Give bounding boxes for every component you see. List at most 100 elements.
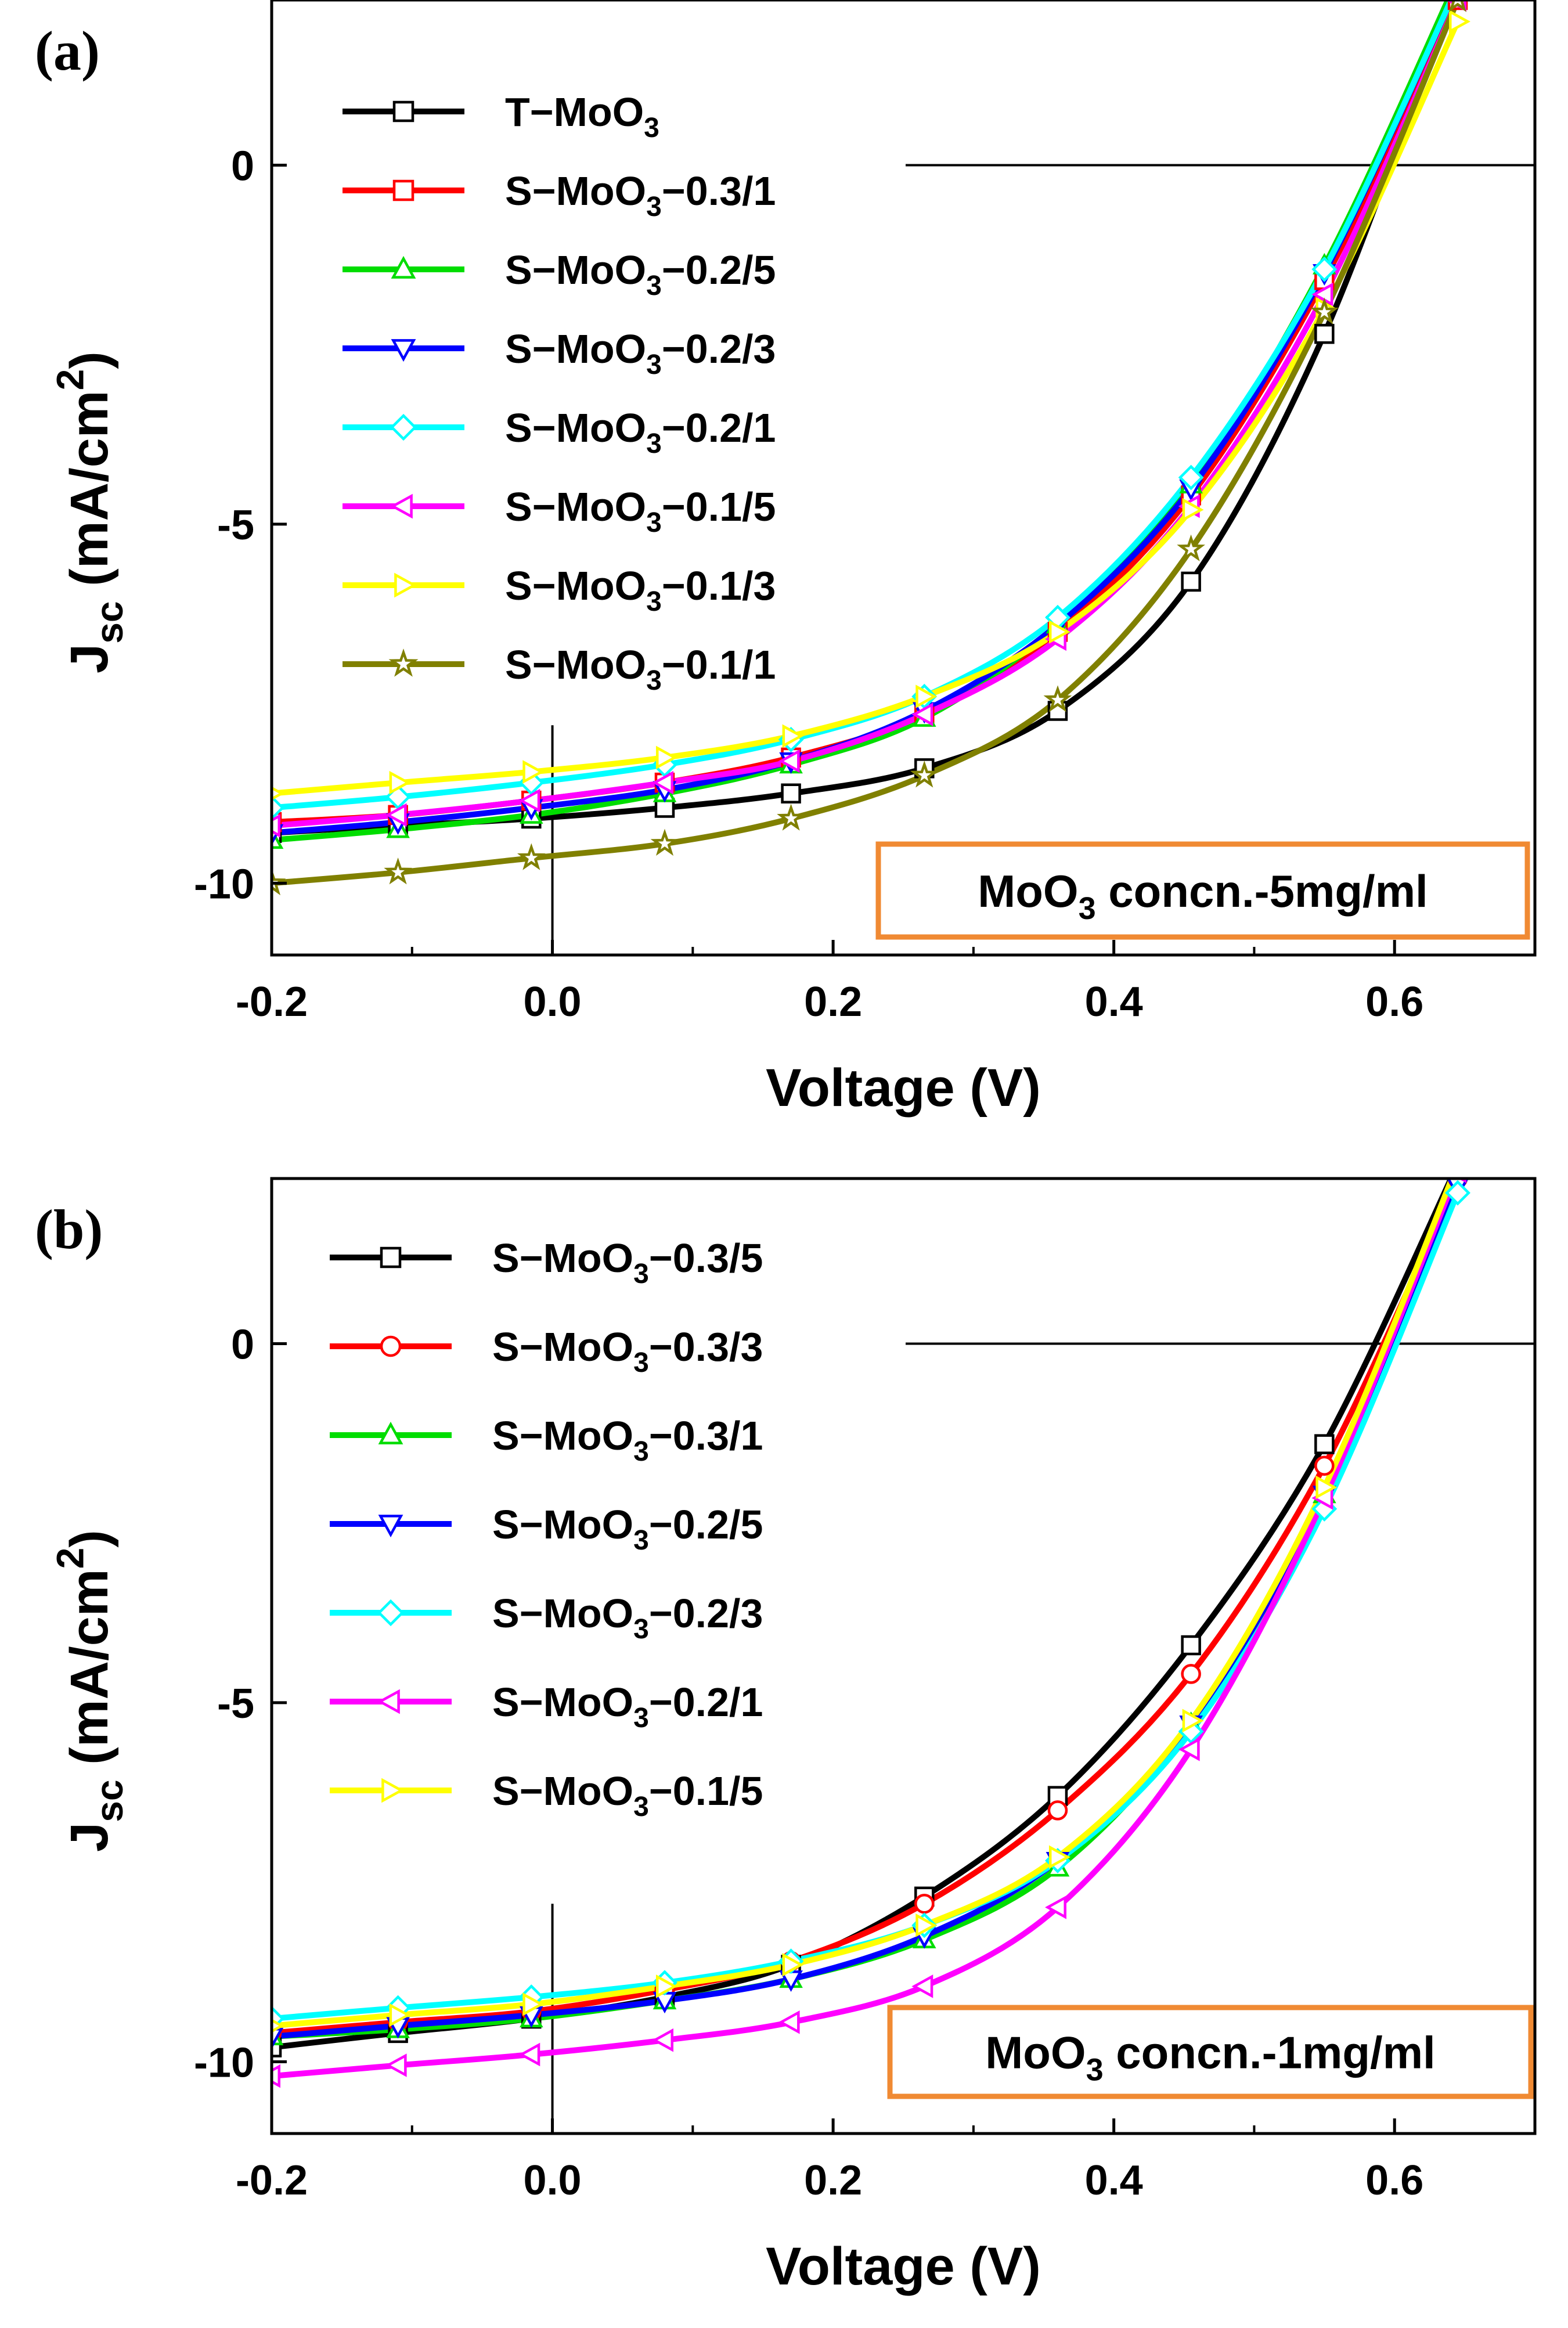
data-point <box>272 2064 280 2088</box>
data-point <box>1448 0 1466 12</box>
legend: S−MoO3​−0.3/5 S−MoO3​−0.3/3 S−MoO3​−0.3/1 S… <box>330 1235 763 1822</box>
series-line-s-moo3-0-3-5 <box>272 1179 1454 2050</box>
legend-marker <box>380 1335 402 1357</box>
y-tick-label: 0 <box>231 143 254 189</box>
data-point <box>1315 1475 1338 1500</box>
plot-area <box>272 1155 1470 2088</box>
data-point <box>1314 323 1335 344</box>
x-tick-label: 0.0 <box>524 979 582 1025</box>
data-point <box>272 2028 284 2049</box>
legend-entry: S−MoO3​−0.3/5 <box>492 1235 763 1289</box>
data-point <box>1047 1786 1068 1806</box>
data-point <box>915 684 938 709</box>
legend-entry: S−MoO3​−0.1/1 <box>505 642 776 696</box>
data-point <box>1043 685 1072 712</box>
data-point <box>1449 1155 1466 1173</box>
data-point <box>652 770 673 795</box>
x-tick-label: -0.2 <box>236 2157 308 2204</box>
data-point <box>522 760 545 784</box>
series-line-s-moo3-0-2-1 <box>272 1179 1458 2080</box>
series-line-s-moo3-0-3-3 <box>272 1179 1461 2036</box>
y-tick-label: -10 <box>194 2039 254 2086</box>
legend-entry: S−MoO3​−0.2/1 <box>505 405 776 459</box>
data-point <box>915 1913 938 1937</box>
data-point <box>1182 498 1204 522</box>
legend-marker <box>390 493 413 519</box>
legend: T−MoO3​ S−MoO3​−0.3/1 S−MoO3​−0.2/5 S−MoO3​… <box>343 89 776 696</box>
series-line-s-moo3-0-1-3 <box>272 20 1461 797</box>
axes-frame <box>270 0 1537 957</box>
x-tick-label: 0.2 <box>804 979 862 1025</box>
data-point <box>1311 282 1333 307</box>
data-point <box>1449 9 1470 34</box>
data-point <box>655 1974 677 1998</box>
x-tick-label: 0.6 <box>1365 2157 1423 2204</box>
y-axis-label: Jsc​ (mA/cm2​) <box>48 1530 131 1852</box>
axes-frame <box>270 1177 1537 2135</box>
panel-label: (a) <box>35 20 100 82</box>
x-axis-label: Voltage (V) <box>766 1058 1041 1118</box>
data-point <box>911 702 933 726</box>
data-point <box>778 749 800 773</box>
x-tick-label: 0.4 <box>1085 2157 1143 2204</box>
data-point <box>272 795 284 821</box>
legend-marker <box>394 572 417 598</box>
data-point <box>782 724 804 748</box>
x-tick-label: 0.0 <box>524 2157 582 2204</box>
legend-entry: S−MoO3​−0.3/1 <box>505 168 776 222</box>
legend-entry: S−MoO3​−0.3/1 <box>492 1413 763 1467</box>
data-point <box>1450 1155 1468 1174</box>
data-point <box>1048 1845 1070 1869</box>
data-point <box>1177 534 1206 561</box>
panel-a: -0.2 0.0 0.2 0.4 0.6 0 -5 -10 Voltage (V) Jsc​ (m… <box>35 0 1537 1118</box>
data-point <box>384 857 412 885</box>
data-point <box>911 1974 933 1998</box>
panel-b: -0.2 0.0 0.2 0.4 0.6 0 -5 -10 Voltage (V) Jsc​ (m… <box>35 1155 1537 2296</box>
legend-marker <box>391 339 416 362</box>
data-point <box>1311 256 1338 282</box>
legend-entry: S−MoO3​−0.2/5 <box>505 247 776 301</box>
x-tick-label: 0.4 <box>1085 979 1143 1025</box>
x-axis-label: Voltage (V) <box>766 2237 1041 2296</box>
data-point <box>517 843 546 870</box>
x-tick-label: -0.2 <box>236 979 308 1025</box>
data-point <box>385 803 407 827</box>
data-point <box>1445 1180 1470 1206</box>
series-line-s-moo3-0-1-1 <box>272 0 1461 886</box>
data-point <box>522 1992 545 2016</box>
series-line-s-moo3-0-2-3 <box>272 0 1455 836</box>
series-line-s-moo3-0-3-1 <box>272 0 1461 826</box>
data-point <box>1310 297 1339 325</box>
data-point <box>1181 1635 1201 1656</box>
y-tick-label: -5 <box>217 1681 254 1727</box>
data-point <box>385 2053 407 2077</box>
series-line-s-moo3-0-2-3 <box>272 1191 1461 2022</box>
data-point <box>1178 464 1204 491</box>
legend-entry: S−MoO3​−0.1/5 <box>505 484 776 538</box>
legend-marker <box>391 255 416 279</box>
data-point <box>1048 620 1070 644</box>
data-point <box>1314 1434 1335 1454</box>
legend-entry: T−MoO3​ <box>505 89 659 143</box>
data-point <box>655 745 677 770</box>
data-point <box>1314 1455 1335 1476</box>
x-tick-label: 0.6 <box>1365 979 1423 1025</box>
data-point <box>1181 1664 1201 1684</box>
legend-marker <box>377 1689 400 1714</box>
plot-area <box>272 0 1470 896</box>
legend-entry: S−MoO3​−0.2/3 <box>505 326 776 380</box>
legend-marker <box>392 179 414 201</box>
data-point <box>650 828 679 856</box>
data-point <box>781 783 801 803</box>
legend-marker <box>381 1778 405 1803</box>
y-tick-label: -5 <box>217 502 254 549</box>
data-point <box>518 2042 540 2067</box>
data-point <box>1181 571 1201 592</box>
y-tick-label: 0 <box>231 1321 254 1368</box>
data-point <box>910 761 939 788</box>
data-point <box>1047 1800 1068 1821</box>
panel-label: (b) <box>35 1198 103 1260</box>
legend-marker <box>378 1515 403 1538</box>
legend-marker <box>390 413 417 441</box>
